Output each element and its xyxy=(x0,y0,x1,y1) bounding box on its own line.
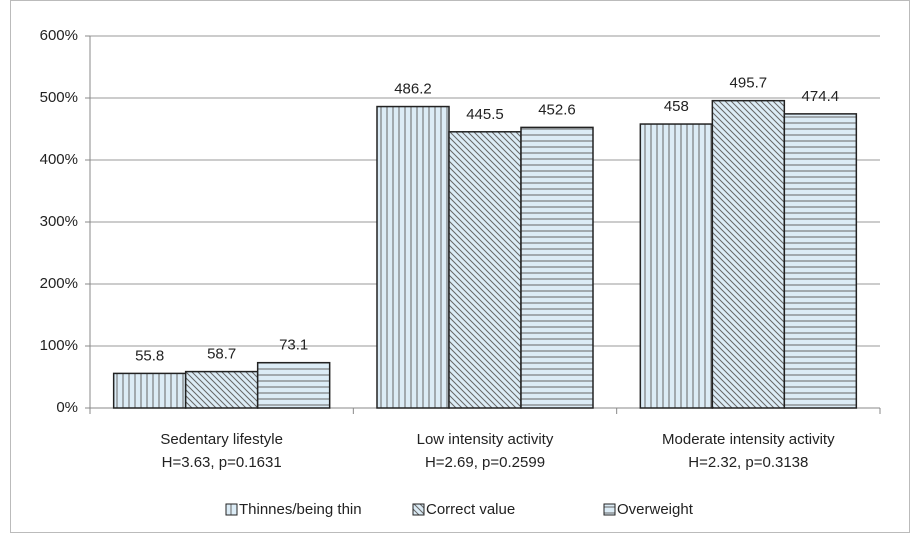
x-tick-label: Sedentary lifestyle xyxy=(160,431,283,448)
bar xyxy=(711,99,786,409)
x-tick-label: Low intensity activity xyxy=(417,431,554,448)
chart-border xyxy=(10,0,910,533)
bar xyxy=(184,370,259,409)
legend-label: Thinnes/being thin xyxy=(239,501,362,518)
x-tick-label: Moderate intensity activity xyxy=(662,431,835,448)
y-tick-label: 300% xyxy=(40,213,78,230)
y-tick-label: 100% xyxy=(40,337,78,354)
value-label: 458 xyxy=(664,98,689,115)
y-tick-label: 500% xyxy=(40,89,78,106)
bar xyxy=(112,372,187,409)
y-tick-label: 200% xyxy=(40,275,78,292)
legend-label: Overweight xyxy=(617,501,694,518)
bar xyxy=(256,361,331,409)
value-label: 73.1 xyxy=(279,337,308,354)
y-tick-label: 400% xyxy=(40,151,78,168)
value-label: 452.6 xyxy=(538,101,576,118)
legend-swatch xyxy=(412,503,425,516)
value-label: 486.2 xyxy=(394,81,432,98)
x-tick-stats: H=2.69, p=0.2599 xyxy=(425,454,545,471)
legend-swatch xyxy=(603,503,616,516)
legend-swatch xyxy=(225,503,238,516)
bar xyxy=(783,113,858,409)
legend-label: Correct value xyxy=(426,501,515,518)
bar xyxy=(448,131,522,409)
value-label: 55.8 xyxy=(135,347,164,364)
y-tick-label: 600% xyxy=(40,27,78,44)
value-label: 445.5 xyxy=(466,106,504,123)
bar xyxy=(376,105,450,409)
y-tick-label: 0% xyxy=(56,399,78,416)
bar xyxy=(520,126,594,409)
x-tick-stats: H=3.63, p=0.1631 xyxy=(162,454,282,471)
value-label: 474.4 xyxy=(802,88,840,105)
value-label: 58.7 xyxy=(207,346,236,363)
x-tick-stats: H=2.32, p=0.3138 xyxy=(688,454,808,471)
value-label: 495.7 xyxy=(730,75,768,92)
bar xyxy=(639,123,714,409)
